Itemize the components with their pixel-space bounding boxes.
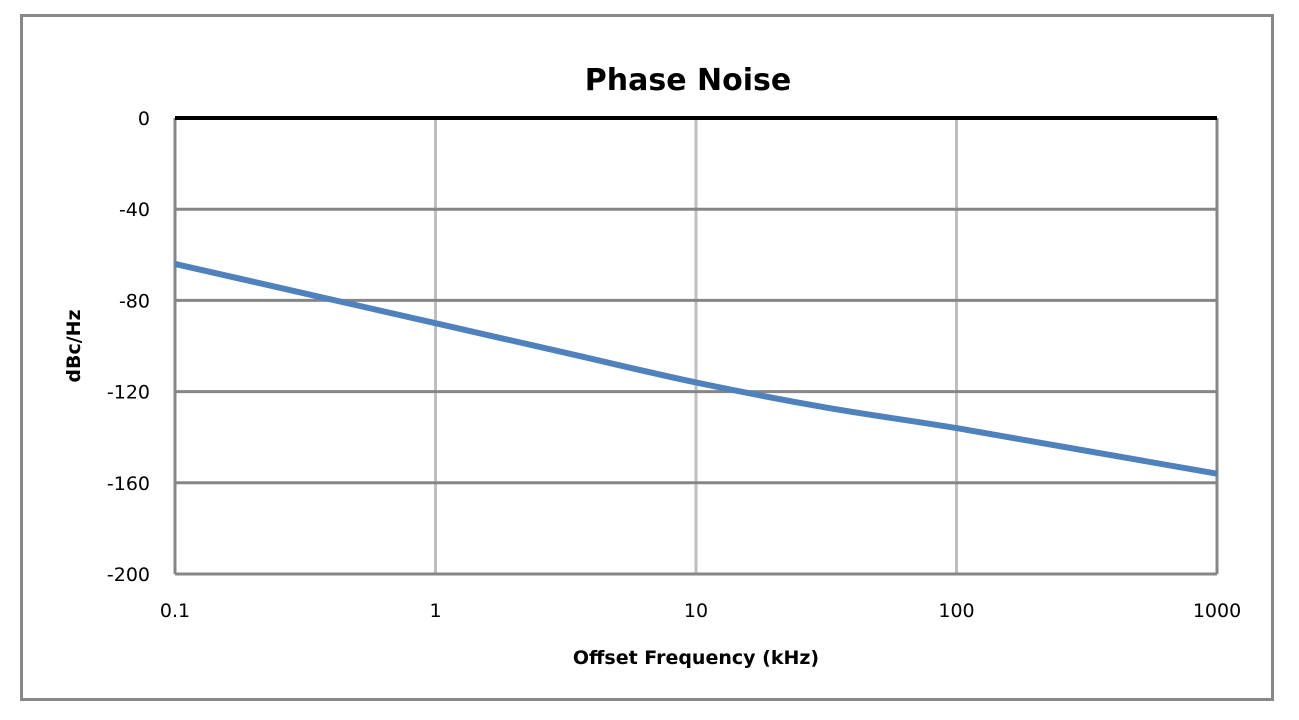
x-axis-label: Offset Frequency (kHz) <box>573 647 819 669</box>
x-tick-label: 100 <box>938 600 974 622</box>
x-tick-label: 1 <box>429 600 441 622</box>
x-tick-label: 10 <box>684 600 708 622</box>
y-tick-label: 0 <box>138 108 150 130</box>
y-tick-label: -80 <box>119 290 150 312</box>
grid-lines <box>173 116 1219 576</box>
y-tick-label: -200 <box>107 564 150 586</box>
chart-title: Phase Noise <box>585 63 791 98</box>
x-tick-label: 1000 <box>1193 600 1241 622</box>
y-axis-ticks: 0 -40 -80 -120 -160 -200 <box>107 108 150 586</box>
y-axis-label: dBc/Hz <box>63 309 85 382</box>
series-layer <box>174 260 1218 477</box>
phase-noise-line <box>174 260 1218 477</box>
chart-frame <box>20 14 1274 701</box>
x-axis-ticks: 0.1 1 10 100 1000 <box>160 600 1241 622</box>
y-tick-label: -120 <box>107 382 150 404</box>
y-tick-label: -160 <box>107 473 150 495</box>
x-tick-label: 0.1 <box>160 600 190 622</box>
y-tick-label: -40 <box>119 199 150 221</box>
